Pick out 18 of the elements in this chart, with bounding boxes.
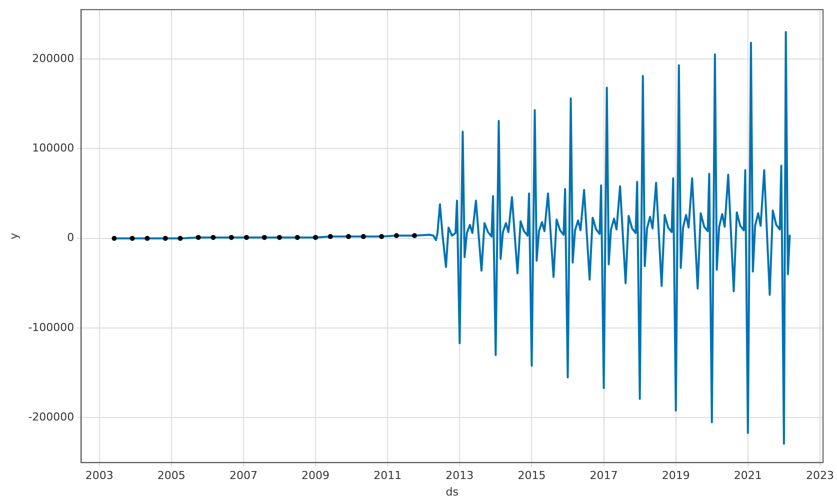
x-tick-label: 2021 [734, 469, 762, 482]
y-tick-label: 100000 [32, 142, 74, 154]
y-tick-label: -200000 [28, 410, 74, 424]
x-tick-label: 2023 [806, 469, 834, 482]
x-tick-label: 2011 [374, 469, 402, 482]
y-tick-label: 200000 [32, 52, 74, 65]
y-tick-label: 0 [67, 231, 74, 244]
x-tick-label: 2017 [590, 469, 618, 482]
x-axis-title: ds [446, 485, 459, 498]
y-axis-title: y [7, 232, 20, 240]
x-tick-label: 2013 [446, 469, 474, 482]
x-tick-label: 2019 [662, 469, 690, 482]
x-tick-label: 2009 [302, 469, 330, 482]
x-tick-label: 2005 [157, 469, 186, 482]
x-tick-label: 2003 [85, 469, 114, 482]
y-tick-label: -100000 [28, 320, 74, 334]
x-tick-label: 2007 [229, 469, 258, 482]
x-tick-label: 2015 [518, 469, 546, 482]
